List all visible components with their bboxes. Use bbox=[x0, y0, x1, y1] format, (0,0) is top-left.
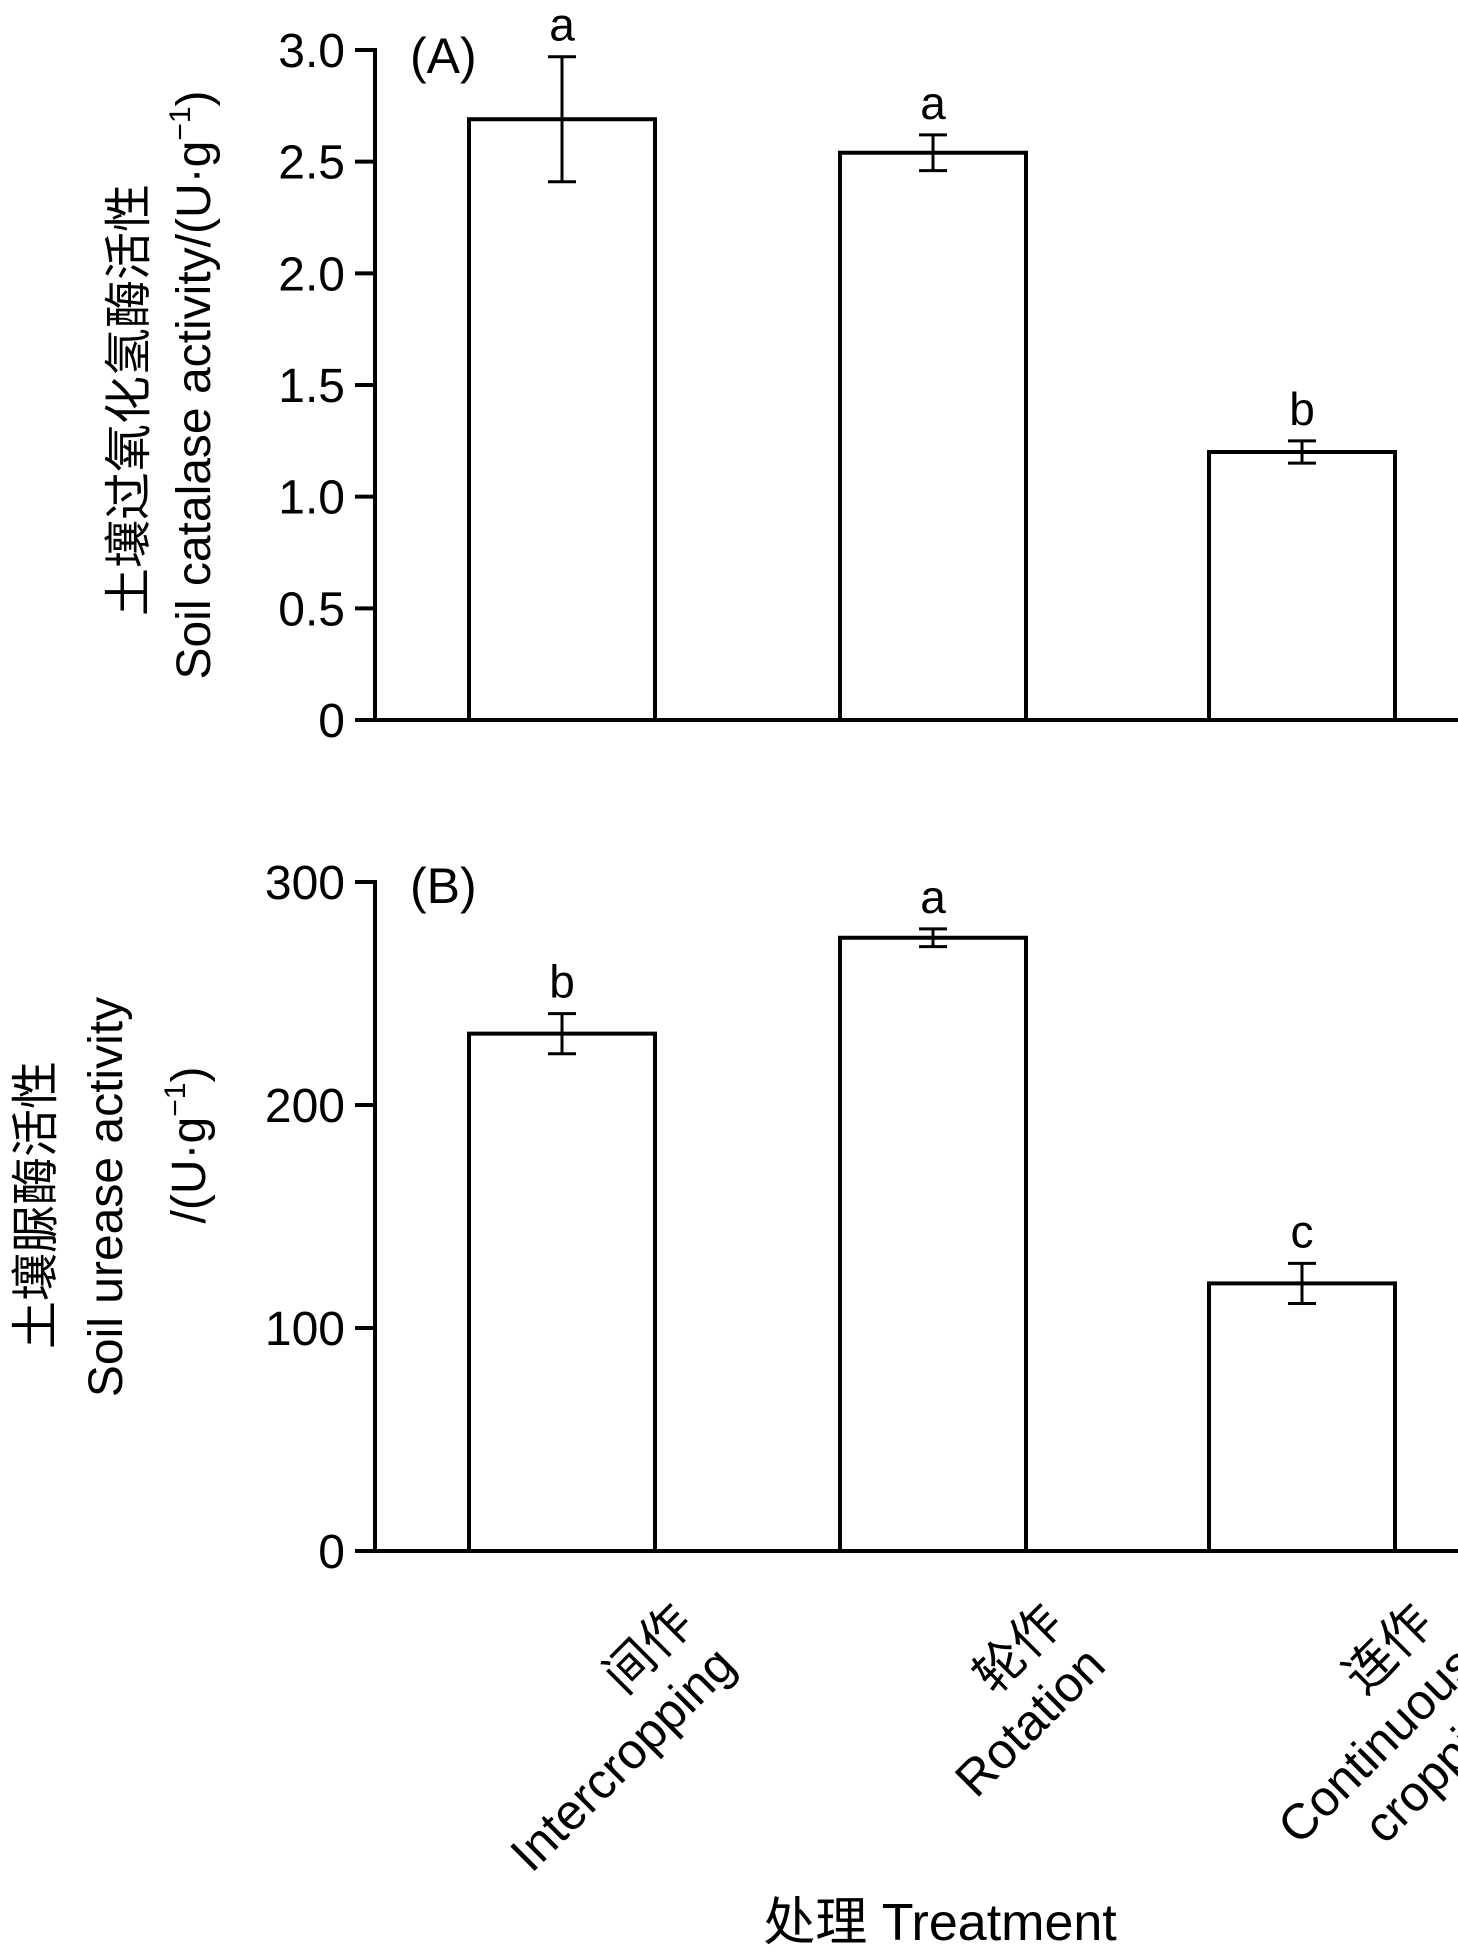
panel-a-significance-letter: b bbox=[1289, 383, 1315, 435]
panel-a-error-bars bbox=[548, 55, 1316, 465]
panel-a-ylabel-en: Soil catalase activity/(U·g−1) bbox=[164, 90, 221, 679]
panel-b-y-tick-label: 300 bbox=[265, 857, 345, 910]
panel-a-y-tick-label: 0 bbox=[318, 695, 345, 748]
panel-a-y-axis-title-en: Soil catalase activity/(U·g−1) bbox=[164, 90, 221, 679]
panel-b-significance-letter: a bbox=[920, 871, 946, 923]
panel-b-ylabel-cn: 土壤脲酶活性 bbox=[10, 1061, 63, 1349]
panel-b-error-bar bbox=[919, 927, 947, 949]
panel-b-y-tick-label: 200 bbox=[265, 1080, 345, 1133]
panel-b-label: (B) bbox=[410, 858, 477, 914]
panel-a-error-bar bbox=[1288, 439, 1316, 465]
panel-b-ylabel-close: ) bbox=[163, 1067, 216, 1083]
panel-b-ylabel-en: Soil urease activity bbox=[80, 997, 133, 1397]
panel-a-significance-letter: a bbox=[549, 0, 575, 51]
panel-b-significance-letter: b bbox=[549, 956, 575, 1008]
panel-a-y-tick-label: 2.0 bbox=[278, 248, 345, 301]
panel-a-ylabel-en-text: Soil catalase activity/(U·g bbox=[168, 141, 221, 680]
panel-a-label: (A) bbox=[410, 28, 477, 84]
panel-a-chart: a a b 0 0.5 1.0 1.5 2.0 2.5 3.0 (A) 土壤过氧化氢酶活性 So… bbox=[103, 0, 1458, 748]
panel-a-error-bar bbox=[548, 55, 576, 184]
panel-a-y-tick-label: 1.0 bbox=[278, 472, 345, 525]
panel-a-bar bbox=[467, 117, 657, 722]
panel-b-error-bar bbox=[1288, 1261, 1316, 1305]
panel-a-error-bar bbox=[919, 133, 947, 173]
panel-a-significance-letter: a bbox=[920, 77, 946, 129]
panel-b-y-axis-title-en: Soil urease activity bbox=[80, 997, 133, 1397]
panel-b-significance-letters: b a c bbox=[549, 871, 1313, 1257]
x-axis-title: 处理 Treatment bbox=[763, 1894, 1117, 1952]
panel-a-ylabel-sup: −1 bbox=[164, 106, 197, 140]
panel-b-bar bbox=[467, 1031, 657, 1553]
panel-b-ylabel-sup: −1 bbox=[159, 1083, 192, 1117]
panel-a-significance-letters: a a b bbox=[549, 0, 1315, 435]
panel-a-bar bbox=[1207, 450, 1397, 722]
panel-a-y-axis-title-cn: 土壤过氧化氢酶活性 bbox=[103, 184, 156, 616]
panel-a-bar bbox=[838, 150, 1028, 722]
panel-b-significance-letter: c bbox=[1291, 1205, 1314, 1257]
panel-a-y-tick-label: 3.0 bbox=[278, 25, 345, 78]
panel-b-y-axis: 0 100 200 300 bbox=[265, 857, 377, 1579]
panel-a-y-tick-label: 2.5 bbox=[278, 137, 345, 190]
panel-b-y-axis-title-unit: /(U·g−1) bbox=[159, 1067, 216, 1224]
panel-b-chart: b a c 0 100 200 300 (B) 土壤脲酶活性 Soil urease ac… bbox=[10, 857, 1458, 1579]
panel-a-y-tick-label: 1.5 bbox=[278, 360, 345, 413]
panel-b-bar bbox=[1207, 1281, 1397, 1554]
panel-b-bar bbox=[838, 935, 1028, 1553]
panel-a-ylabel-close: ) bbox=[168, 90, 221, 106]
panel-b-error-bar bbox=[548, 1012, 576, 1056]
panel-a-bars bbox=[467, 117, 1397, 722]
panel-b-error-bars bbox=[548, 927, 1316, 1305]
panel-b-y-axis-title-cn: 土壤脲酶活性 bbox=[10, 1061, 63, 1349]
panel-a-y-axis: 0 0.5 1.0 1.5 2.0 2.5 3.0 bbox=[278, 25, 377, 748]
panel-b-y-tick-label: 100 bbox=[265, 1303, 345, 1356]
panel-b-bars bbox=[467, 935, 1397, 1554]
panel-b-y-tick-label: 0 bbox=[318, 1526, 345, 1579]
panel-b-ylabel-unit: /(U·g−1) bbox=[159, 1067, 216, 1224]
panel-a-ylabel-cn: 土壤过氧化氢酶活性 bbox=[103, 184, 156, 616]
panel-a-y-tick-label: 0.5 bbox=[278, 583, 345, 636]
panel-b-ylabel-unit-text: /(U·g bbox=[163, 1117, 216, 1224]
